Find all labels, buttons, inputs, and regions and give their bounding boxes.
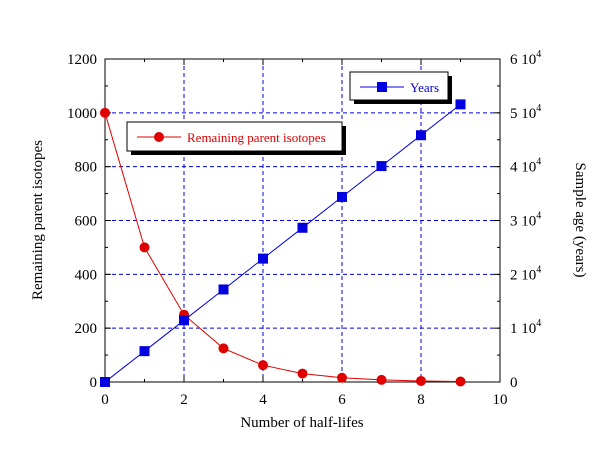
- data-point-years: [179, 315, 189, 326]
- data-point-remaining: [218, 343, 229, 354]
- x-tick-label: 6: [338, 392, 346, 408]
- data-point-remaining: [297, 368, 308, 379]
- y-right-tick-exponent: 4: [536, 264, 541, 275]
- y-right-tick-label: 0: [510, 375, 518, 391]
- data-point-years: [416, 130, 426, 141]
- series-layer: [100, 99, 466, 387]
- y-right-tick-label: 6 104: [510, 49, 541, 68]
- x-tick-label: 4: [259, 392, 267, 408]
- data-point-remaining: [258, 360, 268, 371]
- data-point-remaining: [337, 372, 347, 383]
- data-point-remaining: [100, 107, 110, 118]
- y-right-tick-label: 3 104: [510, 211, 541, 230]
- data-point-years: [455, 99, 466, 110]
- grid: [105, 59, 500, 382]
- y-right-tick-exponent: 4: [536, 103, 541, 114]
- data-point-years: [376, 161, 387, 172]
- y-left-tick-label: 800: [75, 160, 98, 176]
- y-left-tick-label: 600: [75, 214, 98, 230]
- y-right-tick-label: 5 104: [510, 103, 541, 122]
- y-left-tick-label: 200: [75, 321, 98, 337]
- data-point-years: [337, 191, 347, 202]
- y-right-tick-exponent: 4: [536, 157, 541, 168]
- left-axis-title: Remaining parent isotopes: [30, 140, 46, 300]
- legend-years: Years: [349, 71, 452, 104]
- data-point-years: [258, 253, 268, 264]
- y-left-tick-label: 1200: [67, 52, 97, 68]
- y-right-tick-label: 1 104: [510, 318, 541, 337]
- data-point-remaining: [139, 242, 150, 253]
- data-point-years: [139, 346, 150, 357]
- legend-remaining: Remaining parent isotopes: [126, 121, 346, 155]
- y-right-tick-exponent: 4: [536, 318, 541, 329]
- y-right-tick-label: 4 104: [510, 157, 541, 176]
- data-point-remaining: [416, 375, 426, 386]
- series-line-remaining: [104, 112, 461, 382]
- y-left-tick-label: 0: [90, 375, 98, 391]
- data-point-years: [297, 222, 308, 233]
- data-point-years: [100, 377, 110, 387]
- legend-remaining-label: Remaining parent isotopes: [187, 130, 326, 145]
- legend-remaining-marker: [154, 132, 164, 142]
- x-tick-label: 8: [417, 392, 425, 408]
- y-left-tick-label: 1000: [67, 106, 97, 122]
- legend-years-marker: [377, 82, 387, 92]
- x-tick-label: 0: [101, 392, 109, 408]
- y-right-tick-label: 2 104: [510, 264, 541, 283]
- data-point-remaining: [376, 374, 387, 385]
- data-point-remaining: [455, 376, 466, 387]
- x-tick-label: 10: [493, 392, 508, 408]
- y-right-tick-exponent: 4: [536, 211, 541, 222]
- right-axis-title: Sample age (years): [572, 163, 588, 278]
- data-point-years: [218, 284, 229, 295]
- y-left-tick-label: 400: [75, 267, 98, 283]
- series-line-years: [104, 104, 461, 383]
- x-tick-label: 2: [180, 392, 188, 408]
- legend-years-label: Years: [410, 80, 439, 95]
- x-axis-title: Number of half-lifes: [240, 415, 363, 431]
- y-right-tick-exponent: 4: [536, 49, 541, 60]
